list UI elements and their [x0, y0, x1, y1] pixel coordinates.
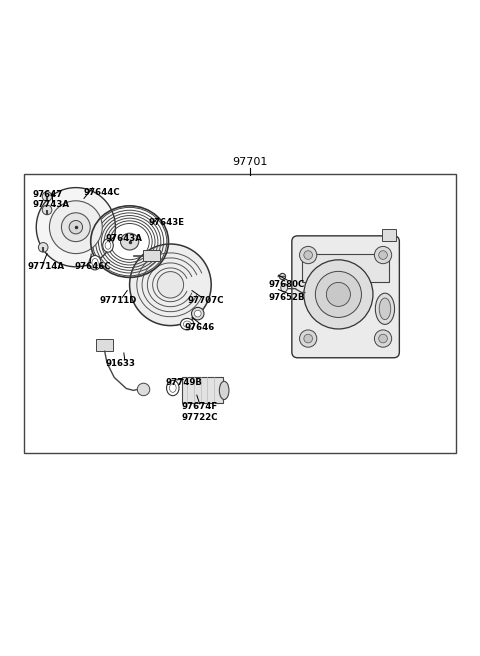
Circle shape [194, 310, 201, 317]
Text: 97643A: 97643A [106, 234, 143, 243]
Circle shape [304, 335, 312, 343]
Text: 97674F
97722C: 97674F 97722C [181, 402, 218, 422]
Text: 97646: 97646 [185, 323, 215, 332]
Bar [382, 229, 396, 241]
Text: 97652B: 97652B [269, 293, 305, 302]
Text: 97749B: 97749B [166, 379, 203, 388]
Ellipse shape [379, 298, 391, 319]
Circle shape [304, 260, 373, 329]
Text: 97644C: 97644C [84, 188, 120, 197]
Circle shape [326, 282, 350, 306]
FancyBboxPatch shape [292, 236, 399, 358]
Text: 97707C: 97707C [187, 297, 224, 305]
Text: 97680C: 97680C [269, 280, 305, 289]
Ellipse shape [167, 380, 179, 396]
Circle shape [42, 205, 52, 215]
Circle shape [38, 243, 48, 252]
Ellipse shape [375, 293, 395, 325]
Bar [24, 174, 456, 453]
Ellipse shape [103, 239, 113, 252]
Ellipse shape [120, 233, 139, 250]
Circle shape [304, 251, 312, 259]
Circle shape [300, 330, 317, 347]
Bar [143, 250, 160, 261]
Circle shape [300, 247, 317, 264]
Circle shape [192, 308, 204, 320]
Ellipse shape [89, 256, 101, 270]
Circle shape [374, 330, 392, 347]
Text: 97647
97743A: 97647 97743A [33, 190, 70, 209]
Text: 97643E: 97643E [149, 218, 185, 226]
Circle shape [379, 335, 387, 343]
Ellipse shape [105, 241, 111, 249]
Bar [182, 377, 223, 403]
Ellipse shape [61, 213, 90, 241]
Bar [302, 254, 389, 282]
Text: 91633: 91633 [106, 359, 135, 368]
Text: 97701: 97701 [232, 157, 267, 167]
Ellipse shape [49, 201, 102, 254]
Circle shape [374, 247, 392, 264]
Bar [96, 339, 113, 351]
Text: 97714A: 97714A [28, 262, 65, 271]
Ellipse shape [69, 220, 83, 234]
Text: 97646C: 97646C [74, 262, 111, 271]
Circle shape [42, 192, 52, 201]
Circle shape [137, 383, 150, 396]
Circle shape [315, 272, 361, 318]
Ellipse shape [36, 188, 115, 267]
Ellipse shape [157, 272, 183, 298]
Circle shape [379, 251, 387, 259]
Ellipse shape [169, 384, 176, 392]
Ellipse shape [183, 321, 191, 327]
Ellipse shape [281, 283, 288, 292]
Ellipse shape [92, 258, 98, 267]
Ellipse shape [130, 244, 211, 325]
Ellipse shape [219, 381, 229, 400]
Ellipse shape [180, 318, 194, 330]
Text: 97711D: 97711D [100, 297, 137, 305]
